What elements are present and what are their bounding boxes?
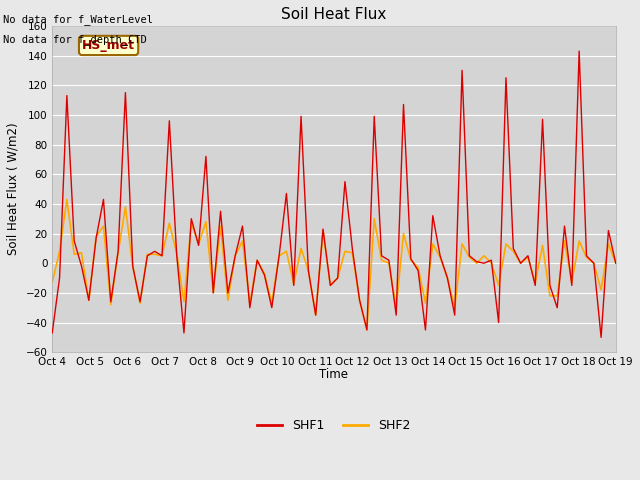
- SHF2: [92, 234, 100, 240]
- SHF2: [63, 196, 70, 202]
- SHF1: [85, 298, 93, 303]
- Line: SHF2: SHF2: [52, 199, 616, 330]
- SHF1: [143, 253, 151, 259]
- SHF2: [239, 238, 246, 244]
- Title: Soil Heat Flux: Soil Heat Flux: [282, 7, 387, 22]
- SHF2: [297, 245, 305, 251]
- SHF1: [451, 312, 459, 318]
- SHF1: [231, 253, 239, 259]
- SHF2: [612, 260, 620, 266]
- Text: No data for f_depth_CTD: No data for f_depth_CTD: [3, 34, 147, 45]
- SHF2: [363, 327, 371, 333]
- SHF2: [465, 254, 473, 260]
- SHF1: [612, 260, 620, 266]
- SHF2: [341, 249, 349, 254]
- SHF1: [49, 330, 56, 336]
- SHF1: [597, 335, 605, 340]
- Text: HS_met: HS_met: [82, 39, 135, 52]
- Line: SHF1: SHF1: [52, 51, 616, 337]
- SHF1: [575, 48, 583, 54]
- SHF1: [290, 283, 298, 288]
- X-axis label: Time: Time: [319, 369, 349, 382]
- SHF2: [151, 252, 159, 257]
- Y-axis label: Soil Heat Flux ( W/m2): Soil Heat Flux ( W/m2): [7, 123, 20, 255]
- Text: No data for f_WaterLevel: No data for f_WaterLevel: [3, 14, 153, 25]
- SHF1: [334, 275, 342, 281]
- SHF2: [49, 279, 56, 285]
- Legend: SHF1, SHF2: SHF1, SHF2: [252, 414, 416, 437]
